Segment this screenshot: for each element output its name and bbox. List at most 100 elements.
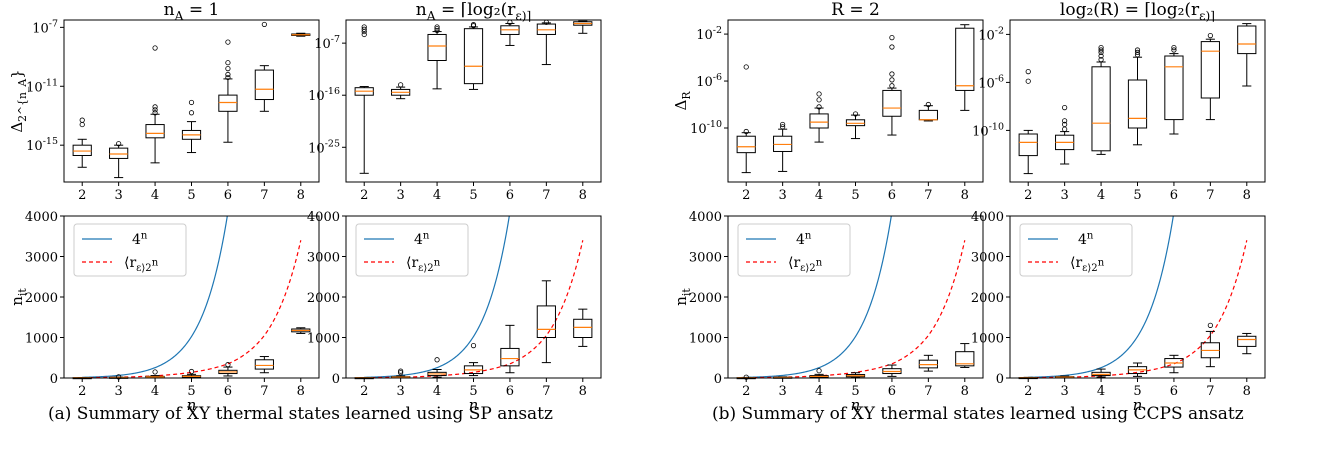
outlier-point [152,107,158,113]
x-tick-label: 8 [579,188,587,203]
outlier-point [925,101,931,108]
x-tick-label: 6 [1170,188,1178,203]
box-iqr [918,109,938,121]
box-b-bottom-left-n6 [882,364,902,377]
x-tick-label: 4 [1097,188,1105,203]
outlier-point [1098,56,1104,63]
box-b-bottom-right-n5 [1127,362,1148,377]
y-tick-label: 4000 [25,210,58,225]
box-b-top-right-n4 [1091,44,1111,155]
box-iqr [573,318,593,338]
box-a-top-right-n6 [500,19,520,46]
line-4n [364,216,510,378]
x-tick-label: 6 [224,384,232,399]
y-tick-label: 10-2 [696,25,722,43]
outlier-point [816,104,822,110]
outlier-point [889,71,895,77]
box-a-top-right-n7 [536,19,556,66]
outlier-point [816,91,822,97]
outlier-point [1134,49,1141,56]
box-b-top-right-n8 [1237,23,1257,87]
box-a-top-left-n2 [72,117,92,168]
y-tick-label: 10-6 [696,72,722,90]
y-tick-label: 10-16 [308,86,340,104]
y-tick-label: 10-10 [690,119,722,137]
outlier-point [1098,44,1104,51]
y-tick-label: 2000 [971,291,1004,306]
x-tick-label: 3 [779,384,787,399]
box-iqr [72,144,92,156]
box-b-bottom-right-n4 [1091,368,1111,378]
x-tick-label: 2 [78,188,86,203]
panel-b-top-right: 2 3 4 5 6 7 8 10-10 10-6 10-2 log₂(R) = ⌈log₂(rε)⌉ [972,0,1266,203]
x-tick-label: 8 [961,188,969,203]
legend-box [73,223,187,277]
legend-label-4n: 4n [1078,231,1094,248]
outlier-point [152,369,158,375]
box-b-top-left-n5 [845,111,866,140]
outlier-point [361,24,367,30]
outlier-point [1025,69,1031,75]
legend-box [1019,223,1133,277]
panel-title-text: log₂(R) = ⌈log₂(rε)⌉ [1060,0,1215,23]
box-iqr [1200,41,1220,99]
outlier-point [188,110,195,116]
outlier-point [1062,105,1068,111]
outlier-point [816,97,822,103]
legend-box [355,223,469,277]
y-axis-label-text: ΔR [672,91,693,111]
box-iqr [427,33,447,62]
x-axis-label: n [469,396,479,414]
box-iqr [218,94,238,112]
box-iqr [1018,133,1038,157]
box-a-bottom-right-n4 [427,357,447,378]
outlier-point [434,26,440,32]
outlier-point [1062,118,1068,124]
box-a-top-right-n2 [354,24,374,174]
legend-label-4n: 4n [796,231,812,248]
x-tick-label: 3 [115,188,123,203]
x-tick-label: 8 [961,384,969,399]
x-tick-label: 3 [397,384,405,399]
outlier-point [1134,47,1141,53]
y-tick-label: 10-15 [26,136,58,154]
y-tick-label: 3000 [307,251,340,266]
x-tick-label: 3 [397,188,405,203]
x-tick-label: 4 [433,188,441,203]
panel-b-top-left: 2 3 4 5 6 7 8 10-10 10-6 10-2 R = 2 ΔR [672,0,984,203]
x-tick-label: 4 [1097,384,1105,399]
caption-a: (a) Summary of XY thermal states learned… [48,404,553,424]
box-a-bottom-left-n7 [254,356,274,374]
x-tick-label: 6 [506,384,514,399]
box-b-top-right-n7 [1200,32,1220,121]
outlier-point [188,368,195,375]
box-iqr [955,27,975,91]
y-axis-label: nit [8,288,29,306]
y-tick-label: 3000 [25,251,58,266]
x-tick-label: 4 [151,384,159,399]
outlier-point [470,22,477,28]
box-a-top-left-n6 [218,39,238,143]
outlier-point [434,24,440,30]
y-tick-label: 2000 [689,291,722,306]
outlier-point [79,117,85,123]
box-a-top-left-n5 [181,99,202,154]
x-tick-label: 5 [1133,188,1141,203]
x-axis-label: n [187,396,197,414]
y-tick-label: 0 [50,372,58,387]
box-a-bottom-right-n6 [500,324,520,374]
box-iqr [809,113,829,129]
box-iqr [1091,66,1111,152]
x-tick-label: 6 [888,384,896,399]
outlier-point [188,99,195,106]
x-tick-label: 5 [469,188,477,203]
box-iqr [736,135,756,154]
outlier-point [398,370,404,376]
y-tick-label: 10-11 [26,77,58,95]
panel-b-bottom-right: 2 3 4 5 6 7 8 0 1000 2000 3000 4000 n 4n ⟨rε⟩2n [971,210,1266,414]
legend-box [737,223,851,277]
x-tick-label: 5 [851,384,859,399]
box-a-top-left-n8 [291,32,311,37]
box-a-bottom-right-n8 [573,308,593,347]
